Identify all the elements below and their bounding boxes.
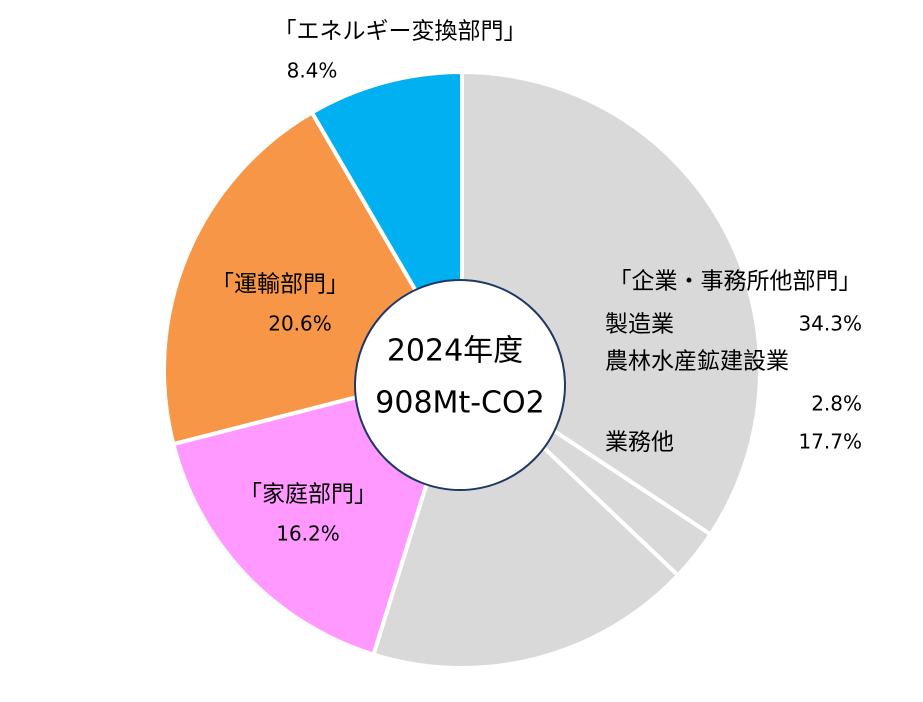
group-label: 「企業・事務所他部門」	[609, 269, 862, 295]
value-label: 2.8%	[811, 392, 862, 416]
value-label: 34.3%	[798, 312, 862, 336]
slice-label: 「家庭部門」	[239, 482, 377, 508]
center-hole	[354, 279, 566, 491]
center-label: 908Mt-CO2	[375, 386, 544, 421]
value-label: 17.7%	[798, 430, 862, 454]
slice-label: 業務他	[605, 430, 674, 456]
slice-label: 製造業	[605, 312, 674, 338]
value-label: 8.4%	[287, 59, 338, 83]
slice-label: 「運輸部門」	[211, 272, 349, 298]
slice-label: 「エネルギー変換部門」	[274, 19, 527, 45]
slice-label: 農林水産鉱建設業	[605, 349, 789, 375]
value-label: 16.2%	[276, 522, 340, 546]
value-label: 20.6%	[268, 312, 332, 336]
center-label: 2024年度	[387, 334, 523, 369]
